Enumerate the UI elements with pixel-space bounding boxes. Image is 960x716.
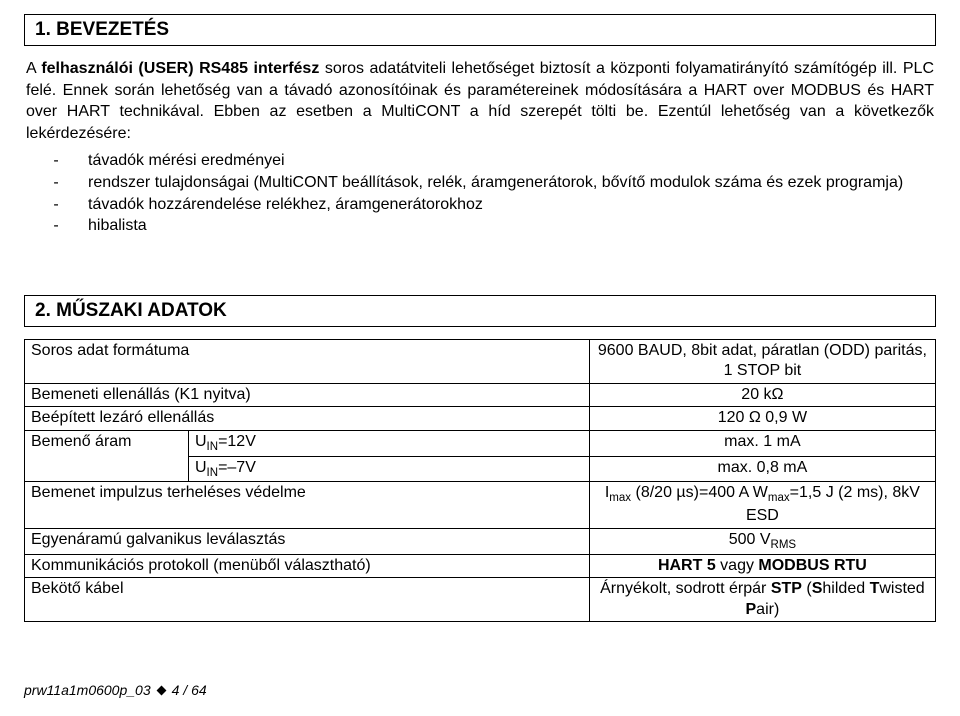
table-row: Bemenet impulzus terheléses védelme Imax… xyxy=(25,482,936,528)
spec-value: max. 0,8 mA xyxy=(589,456,935,482)
spec-value: 9600 BAUD, 8bit adat, páratlan (ODD) par… xyxy=(589,339,935,383)
intro-list: -távadók mérési eredményei -rendszer tul… xyxy=(24,150,936,236)
list-item: -távadók mérési eredményei xyxy=(24,150,936,172)
list-item-text: hibalista xyxy=(88,215,936,237)
spec-value: Árnyékolt, sodrott érpár STP (Shilded Tw… xyxy=(589,578,935,622)
spec-value: 20 kΩ xyxy=(589,383,935,406)
spec-value: 120 Ω 0,9 W xyxy=(589,407,935,430)
intro-paragraph: A felhasználói (USER) RS485 interfész so… xyxy=(26,58,934,144)
doc-id: prw11a1m0600p_03 xyxy=(24,682,151,698)
list-item: -rendszer tulajdonságai (MultiCONT beáll… xyxy=(24,172,936,194)
spec-label: Bekötő kábel xyxy=(25,578,590,622)
table-row: Soros adat formátuma 9600 BAUD, 8bit ada… xyxy=(25,339,936,383)
spec-label: Bemenet impulzus terheléses védelme xyxy=(25,482,590,528)
table-row: Bekötő kábel Árnyékolt, sodrott érpár ST… xyxy=(25,578,936,622)
spec-label: Beépített lezáró ellenállás xyxy=(25,407,590,430)
section-heading-1: 1. BEVEZETÉS xyxy=(24,14,936,46)
spec-value: HART 5 vagy MODBUS RTU xyxy=(589,554,935,577)
page-number: 4 / 64 xyxy=(172,682,207,698)
table-row: Bemeneti ellenállás (K1 nyitva) 20 kΩ xyxy=(25,383,936,406)
spec-label: Soros adat formátuma xyxy=(25,339,590,383)
spec-label: Bemeneti ellenállás (K1 nyitva) xyxy=(25,383,590,406)
diamond-icon xyxy=(156,685,166,695)
specs-table: Soros adat formátuma 9600 BAUD, 8bit ada… xyxy=(24,339,936,622)
list-item: -távadók hozzárendelése relékhez, áramge… xyxy=(24,194,936,216)
spec-label: Kommunikációs protokoll (menüből választ… xyxy=(25,554,590,577)
intro-bold: felhasználói (USER) RS485 interfész xyxy=(41,60,319,77)
table-row: Beépített lezáró ellenállás 120 Ω 0,9 W xyxy=(25,407,936,430)
list-item-text: rendszer tulajdonságai (MultiCONT beállí… xyxy=(88,172,936,194)
list-item-text: távadók hozzárendelése relékhez, áramgen… xyxy=(88,194,936,216)
spec-sublabel: UIN=–7V xyxy=(188,456,589,482)
spec-value: Imax (8/20 µs)=400 A Wmax=1,5 J (2 ms), … xyxy=(589,482,935,528)
spec-label: Bemenő áram xyxy=(25,430,189,482)
table-row: Bemenő áram UIN=12V max. 1 mA xyxy=(25,430,936,456)
spec-value: max. 1 mA xyxy=(589,430,935,456)
page-footer: prw11a1m0600p_03 4 / 64 xyxy=(24,682,936,698)
intro-p0: A xyxy=(26,60,41,77)
list-item: -hibalista xyxy=(24,215,936,237)
spec-value: 500 VRMS xyxy=(589,528,935,554)
table-row: Egyenáramú galvanikus leválasztás 500 VR… xyxy=(25,528,936,554)
table-row: Kommunikációs protokoll (menüből választ… xyxy=(25,554,936,577)
list-item-text: távadók mérési eredményei xyxy=(88,150,936,172)
spec-sublabel: UIN=12V xyxy=(188,430,589,456)
spec-label: Egyenáramú galvanikus leválasztás xyxy=(25,528,590,554)
section-heading-2: 2. MŰSZAKI ADATOK xyxy=(24,295,936,327)
